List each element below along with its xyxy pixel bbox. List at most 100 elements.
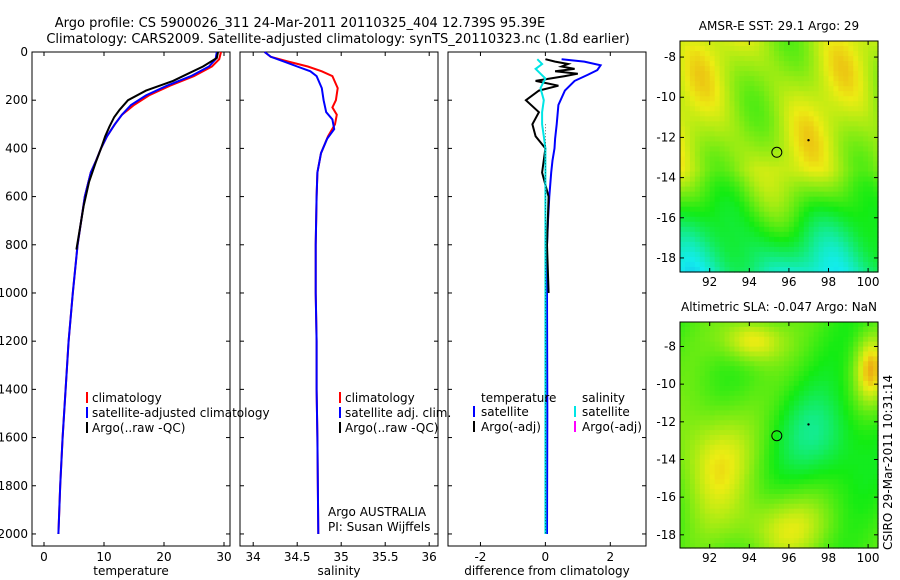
legend-label: satellite adj. clim. — [345, 406, 451, 420]
map-cell — [823, 231, 830, 238]
map-cell — [704, 156, 711, 163]
map-cell — [848, 131, 854, 138]
map-cell — [848, 226, 854, 233]
map-cell — [699, 474, 706, 480]
map-cell — [754, 435, 760, 441]
map-cell — [779, 91, 785, 97]
map-cell — [774, 513, 780, 520]
map-cell — [694, 101, 701, 107]
map-cell — [838, 454, 844, 461]
map-cell — [739, 341, 745, 348]
map-cell — [704, 326, 711, 333]
map-cell — [813, 415, 820, 421]
map-cell — [684, 528, 691, 534]
map-cell — [754, 361, 760, 367]
map-cell — [848, 459, 854, 466]
map-cell — [759, 81, 765, 87]
map-cell — [798, 376, 805, 382]
map-cell — [828, 484, 835, 490]
map-cell — [769, 385, 775, 392]
map-cell — [858, 351, 864, 357]
map-cell — [783, 221, 790, 228]
title-line-2: Climatology: CARS2009. Satellite-adjuste… — [46, 32, 629, 47]
map-cell — [823, 251, 830, 258]
map-cell — [759, 236, 765, 243]
map-cell — [828, 161, 835, 168]
map-cell — [808, 221, 815, 228]
map-cell — [843, 346, 849, 353]
map-cell — [833, 331, 839, 338]
map-cell — [689, 449, 696, 456]
map-cell — [779, 439, 785, 446]
map-cell — [749, 420, 755, 426]
map-cell — [694, 523, 701, 529]
map-cell — [838, 201, 844, 208]
map-cell — [709, 151, 716, 158]
map-cell — [818, 493, 825, 500]
map-cell — [803, 166, 810, 173]
map-cell — [803, 449, 810, 456]
map-cell — [719, 469, 726, 475]
map-cell — [843, 464, 849, 470]
map-cell — [813, 241, 820, 248]
map-cell — [853, 191, 859, 198]
map-cell — [828, 216, 835, 223]
map-cell — [684, 116, 691, 122]
map-cell — [714, 351, 721, 357]
map-cell — [719, 196, 726, 203]
map-cell — [828, 151, 835, 158]
map-cell — [803, 171, 810, 178]
map-cell — [788, 146, 795, 153]
map-cell — [709, 454, 716, 461]
map-cell — [803, 126, 810, 132]
map-cell — [788, 425, 795, 431]
map-cell — [843, 376, 849, 382]
map-cell — [868, 41, 874, 47]
map-cell — [823, 513, 830, 520]
map-cell — [744, 425, 750, 431]
map-cell — [704, 346, 711, 353]
map-cell — [823, 533, 830, 539]
legend-label: climatology — [345, 391, 415, 405]
map-cell — [848, 474, 854, 480]
map-cell — [729, 96, 736, 102]
map-cell — [808, 336, 815, 343]
map-cell — [714, 331, 721, 338]
map-cell — [754, 351, 760, 357]
map-cell — [769, 351, 775, 357]
map-cell — [709, 528, 716, 534]
map-cell — [873, 390, 879, 397]
map-cell — [853, 206, 859, 213]
map-cell — [729, 444, 736, 451]
map-cell — [699, 71, 706, 77]
map-cell — [858, 449, 864, 456]
map-cell — [759, 498, 765, 505]
map-cell — [680, 91, 686, 97]
map-cell — [724, 331, 731, 338]
map-cell — [739, 489, 745, 495]
map-cell — [680, 171, 686, 178]
map-cell — [858, 430, 864, 436]
map-cell — [759, 380, 765, 387]
map-cell — [719, 56, 726, 62]
map-cell — [793, 261, 800, 268]
map-cell — [803, 111, 810, 117]
map-cell — [694, 196, 701, 203]
map-cell — [863, 61, 869, 67]
y-tick-label: 1600 — [0, 431, 28, 445]
map-cell — [798, 415, 805, 421]
map-cell — [759, 351, 765, 357]
map-cell — [749, 528, 755, 534]
map-cell — [734, 186, 740, 193]
map-cell — [813, 81, 820, 87]
map-cell — [699, 336, 706, 343]
map-cell — [729, 439, 736, 446]
map-cell — [724, 503, 731, 510]
map-cell — [694, 206, 701, 213]
map-cell — [788, 66, 795, 72]
map-cell — [680, 385, 686, 392]
map-cell — [680, 266, 686, 273]
map-cell — [769, 479, 775, 485]
map-cell — [788, 226, 795, 233]
